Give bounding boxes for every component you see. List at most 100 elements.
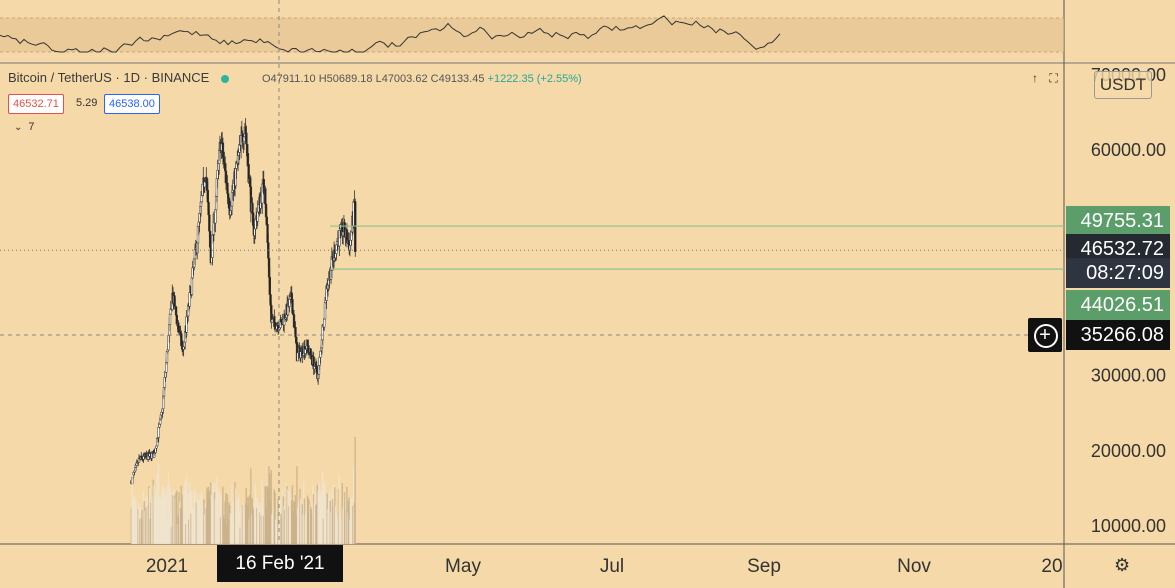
currency-label[interactable]: USDT <box>1094 71 1152 99</box>
volume-bar <box>260 515 263 544</box>
volume-bar <box>211 481 213 544</box>
volume-bar <box>144 511 146 544</box>
volume-bar <box>199 494 201 544</box>
volume-bar <box>333 484 335 544</box>
volume-bar <box>170 526 173 544</box>
volume-bar <box>154 506 156 544</box>
volume-bar <box>146 506 148 544</box>
volume-bar <box>336 517 338 544</box>
volume-bar <box>282 496 285 544</box>
volume-bar <box>325 496 328 544</box>
volume-bar <box>352 465 355 544</box>
volume-bar <box>269 501 272 544</box>
y-tick-label: 30000.00 <box>1091 366 1166 386</box>
volume-bar <box>264 486 266 544</box>
volume-bar <box>287 489 289 544</box>
volume-bar <box>231 484 233 544</box>
volume-bar <box>175 493 177 544</box>
volume-bar <box>265 508 268 544</box>
volume-bar <box>338 473 340 544</box>
volume-bar <box>221 510 223 544</box>
volume-bar <box>247 496 250 544</box>
volume-bar <box>291 485 294 544</box>
volume-bar <box>202 511 204 544</box>
volume-bar <box>160 496 162 544</box>
volume-bar <box>156 473 158 544</box>
volume-bar <box>161 488 164 544</box>
sell-price-button[interactable]: 46532.71 <box>8 94 64 114</box>
volume-bar <box>176 490 178 544</box>
volume-bar <box>298 500 300 544</box>
volume-bar <box>228 502 230 544</box>
volume-bar <box>346 486 348 544</box>
volume-bar <box>248 519 251 544</box>
volume-bar <box>182 494 184 544</box>
volume-bar <box>312 494 315 544</box>
volume-bar <box>342 507 344 544</box>
volume-bar <box>321 471 324 544</box>
volume-bar <box>134 497 136 544</box>
volume-bar <box>303 498 306 544</box>
volume-bar <box>259 505 262 544</box>
volume-bar <box>327 508 329 544</box>
volume-bar <box>244 505 246 544</box>
volume-bar <box>261 479 263 544</box>
volume-bar <box>206 487 208 544</box>
candle-body <box>288 299 291 307</box>
volume-bar <box>198 500 201 544</box>
volume-bar <box>257 512 260 544</box>
volume-bar <box>213 492 216 544</box>
volume-bar <box>238 511 241 544</box>
volume-bar <box>290 500 293 544</box>
volume-bar <box>343 492 346 544</box>
volume-bars <box>130 436 356 544</box>
candle-body <box>354 201 357 252</box>
volume-bar <box>179 507 182 544</box>
volume-bar <box>226 494 229 544</box>
volume-bar <box>296 466 298 544</box>
volume-bar <box>250 514 253 544</box>
volume-bar <box>354 436 356 544</box>
add-alert-button[interactable]: + <box>1028 318 1062 352</box>
volume-bar <box>317 491 319 544</box>
volume-bar <box>139 506 142 544</box>
volume-bar <box>272 504 275 544</box>
volume-bar <box>177 515 179 544</box>
fullscreen-icon[interactable]: ⛶ <box>1049 71 1058 85</box>
volume-bar <box>254 483 257 544</box>
volume-bar <box>251 498 254 544</box>
volume-bar <box>197 502 200 544</box>
volume-bar <box>262 515 265 544</box>
volume-bar <box>276 504 278 544</box>
volume-bar <box>138 519 141 544</box>
gear-icon[interactable]: ⚙ <box>1114 555 1131 575</box>
volume-bar <box>193 493 195 544</box>
symbol-interval: 1D <box>123 70 140 85</box>
volume-bar <box>240 507 242 544</box>
volume-bar <box>318 488 321 544</box>
buy-price-button[interactable]: 46538.00 <box>104 94 160 114</box>
volume-bar <box>281 517 283 544</box>
volume-bar <box>277 499 279 544</box>
candle-body <box>190 277 194 295</box>
volume-bar <box>300 520 303 544</box>
volume-bar <box>314 493 316 544</box>
volume-bar <box>334 505 337 544</box>
oscillator-band <box>0 18 1064 52</box>
volume-bar <box>306 500 308 544</box>
arrow-up-icon[interactable]: ↑ <box>1032 71 1038 85</box>
volume-bar <box>330 512 332 544</box>
volume-bar <box>339 510 341 544</box>
indicators-toggle[interactable]: ⌄ 7 <box>14 121 35 133</box>
volume-bar <box>222 515 225 544</box>
volume-bar <box>185 524 187 544</box>
volume-bar <box>169 513 172 544</box>
volume-bar <box>200 491 203 544</box>
volume-bar <box>159 499 161 544</box>
volume-bar <box>148 488 151 544</box>
volume-bar <box>250 468 252 544</box>
symbol-header[interactable]: Bitcoin / TetherUS · 1D · BINANCE <box>8 70 235 85</box>
volume-bar <box>301 504 303 544</box>
volume-bar <box>137 509 139 544</box>
